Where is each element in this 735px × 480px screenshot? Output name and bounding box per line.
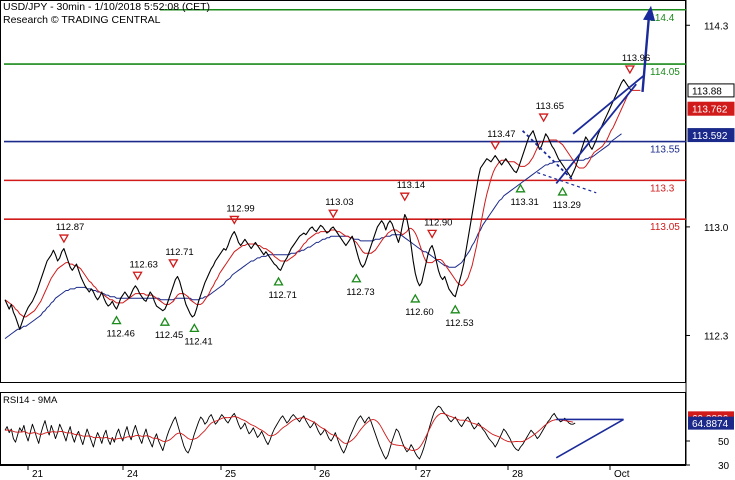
rsi-line	[4, 405, 576, 460]
high-marker-4	[328, 209, 339, 219]
high-label-8: 113.65	[536, 101, 564, 112]
level-label-0: 114.4	[650, 13, 675, 24]
ma-fast-line	[4, 89, 641, 318]
low-label-7: 113.31	[510, 197, 538, 208]
ma-slow-line	[4, 133, 622, 339]
rsi-title: RSI14 - 9MA	[3, 395, 58, 406]
rsi-tick-label-1: 30	[718, 461, 730, 472]
price-tick-label-1: 113.0	[704, 223, 729, 234]
level-label-1: 114.05	[650, 67, 680, 78]
high-marker-0	[58, 234, 70, 244]
channel-line-3	[537, 172, 597, 194]
price-tag-0: 113.88	[692, 86, 722, 97]
low-label-5: 112.60	[405, 307, 433, 318]
low-marker-7	[515, 183, 526, 193]
low-label-2: 112.41	[184, 336, 212, 347]
low-label-6: 112.53	[445, 318, 473, 329]
low-marker-6	[450, 304, 461, 314]
price-tag-2: 113.592	[692, 131, 728, 142]
rsi-panel-frame	[0, 392, 686, 465]
low-marker-1	[159, 316, 171, 326]
low-marker-2	[189, 323, 200, 333]
forecast-arrow-head	[643, 5, 655, 21]
level-label-3: 113.3	[650, 183, 675, 194]
high-marker-7	[490, 141, 501, 151]
high-marker-1	[132, 271, 143, 281]
high-marker-5	[399, 192, 410, 202]
low-marker-4	[351, 273, 362, 283]
time-tick-label-3: 26	[319, 469, 331, 480]
price-tick-label-0: 114.3	[704, 21, 729, 32]
high-label-9: 113.96	[622, 53, 650, 64]
rsi-tag-1: 64.8874	[692, 419, 729, 430]
low-marker-0	[111, 315, 122, 325]
high-marker-6	[426, 229, 438, 239]
channel-line-2	[572, 74, 646, 135]
low-label-8: 113.29	[553, 200, 581, 211]
channel-line-1	[555, 83, 637, 185]
high-marker-9	[624, 65, 636, 75]
research-source: Research © TRADING CENTRAL	[3, 14, 161, 26]
high-label-7: 113.47	[487, 129, 515, 140]
high-label-4: 113.03	[325, 197, 353, 208]
low-label-0: 112.46	[107, 329, 135, 340]
high-label-5: 113.14	[397, 180, 425, 191]
level-label-2: 113.55	[650, 145, 680, 156]
low-label-1: 112.45	[155, 330, 183, 341]
high-label-6: 112.90	[424, 217, 452, 228]
high-label-0: 112.87	[56, 222, 84, 233]
high-label-2: 112.71	[165, 247, 193, 258]
time-tick-label-2: 25	[225, 469, 237, 480]
level-label-4: 113.05	[650, 222, 680, 233]
high-label-1: 112.63	[130, 259, 158, 270]
price-tag-box-2	[687, 128, 735, 143]
rsi-tick-label-0: 50	[718, 437, 730, 448]
time-tick-label-6: Oct	[614, 469, 630, 480]
rsi-tag-box-1	[688, 416, 734, 430]
price-line	[4, 79, 633, 330]
low-label-3: 112.71	[269, 290, 297, 301]
rsi-ma-line	[4, 412, 574, 451]
high-marker-2	[168, 259, 179, 269]
rsi-pattern-bottom	[555, 418, 624, 459]
low-marker-3	[273, 276, 284, 286]
price-tag-box-1	[687, 101, 735, 116]
price-panel-frame	[0, 0, 686, 383]
price-tag-box-0	[687, 83, 735, 98]
low-marker-8	[557, 186, 568, 196]
price-tick-label-2: 112.3	[704, 331, 729, 342]
time-tick-label-4: 27	[420, 469, 432, 480]
time-tick-label-1: 24	[127, 469, 139, 480]
low-marker-5	[410, 293, 421, 303]
price-tag-1: 113.762	[692, 105, 728, 116]
forecast-arrow-shaft	[641, 15, 651, 93]
high-label-3: 112.99	[226, 203, 254, 214]
time-tick-label-0: 21	[32, 469, 44, 480]
high-marker-3	[229, 215, 240, 225]
chart-title: USD/JPY - 30min - 1/10/2018 5:52:08 (CET…	[3, 1, 210, 13]
high-marker-8	[538, 113, 549, 123]
time-tick-label-5: 28	[512, 469, 524, 480]
low-label-4: 112.73	[346, 287, 374, 298]
